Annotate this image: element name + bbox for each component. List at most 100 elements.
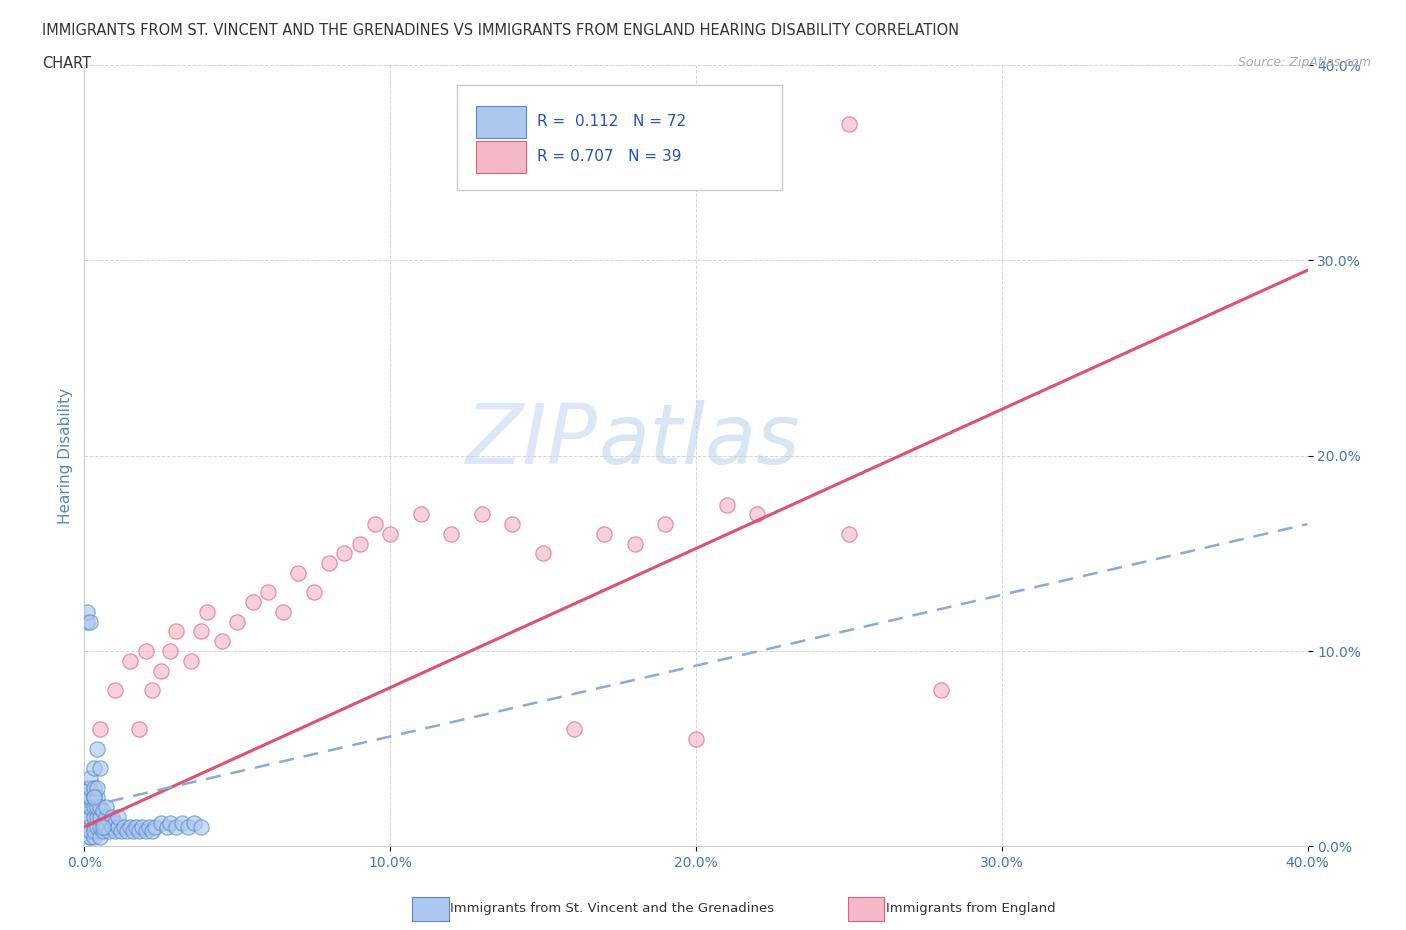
Point — [120, 819, 142, 834]
Point — [94, 809, 117, 825]
Point — [110, 823, 132, 838]
Point — [79, 823, 101, 838]
Text: atlas: atlas — [598, 400, 800, 481]
Point — [141, 823, 163, 838]
Text: Immigrants from St. Vincent and the Grenadines: Immigrants from St. Vincent and the Gren… — [450, 902, 775, 915]
Y-axis label: Hearing Disability: Hearing Disability — [58, 388, 73, 524]
Point — [97, 814, 120, 829]
Point — [242, 595, 264, 610]
Point — [115, 823, 138, 838]
Point — [83, 830, 105, 844]
Point — [409, 507, 432, 522]
Point — [159, 816, 181, 830]
Point — [86, 780, 108, 795]
Text: R =  0.112   N = 72: R = 0.112 N = 72 — [537, 113, 686, 129]
Point — [156, 819, 179, 834]
Point — [190, 624, 212, 639]
Point — [91, 816, 114, 830]
Point — [89, 761, 111, 776]
Point — [79, 770, 101, 785]
Point — [89, 809, 111, 825]
Point — [211, 634, 233, 649]
Point — [143, 819, 166, 834]
Point — [302, 585, 325, 600]
Point — [104, 823, 127, 838]
FancyBboxPatch shape — [475, 106, 526, 138]
Point — [929, 683, 952, 698]
Text: R = 0.707   N = 39: R = 0.707 N = 39 — [537, 149, 682, 164]
Point — [101, 809, 124, 825]
Point — [76, 819, 98, 834]
Point — [89, 830, 111, 844]
Point — [83, 809, 105, 825]
Point — [380, 526, 402, 541]
Point — [654, 517, 676, 532]
Point — [685, 731, 707, 746]
Point — [83, 790, 105, 805]
Point — [562, 722, 585, 737]
Point — [107, 819, 129, 834]
Point — [83, 819, 105, 834]
Point — [349, 537, 371, 551]
Point — [120, 653, 142, 668]
Point — [94, 819, 117, 834]
Point — [89, 800, 111, 815]
Point — [318, 556, 340, 571]
Point — [83, 800, 105, 815]
Point — [112, 819, 135, 834]
FancyBboxPatch shape — [457, 85, 782, 190]
Point — [86, 790, 108, 805]
Point — [79, 615, 101, 630]
Point — [83, 761, 105, 776]
Text: Source: ZipAtlas.com: Source: ZipAtlas.com — [1237, 56, 1371, 69]
Point — [94, 800, 117, 815]
Point — [104, 816, 127, 830]
Point — [101, 819, 124, 834]
Point — [76, 615, 98, 630]
Point — [125, 819, 148, 834]
Point — [91, 819, 114, 834]
Point — [172, 816, 194, 830]
Point — [716, 498, 738, 512]
Point — [149, 816, 172, 830]
Point — [79, 790, 101, 805]
Point — [624, 537, 647, 551]
Point — [86, 819, 108, 834]
Point — [471, 507, 494, 522]
Text: Immigrants from England: Immigrants from England — [886, 902, 1056, 915]
Point — [86, 809, 108, 825]
Point — [104, 683, 127, 698]
Point — [91, 823, 114, 838]
Point — [83, 790, 105, 805]
Point — [86, 741, 108, 756]
Point — [257, 585, 280, 600]
Point — [287, 565, 309, 580]
Point — [76, 800, 98, 815]
Point — [138, 819, 160, 834]
Point — [76, 790, 98, 805]
Point — [159, 644, 181, 658]
Point — [107, 809, 129, 825]
Point — [76, 809, 98, 825]
Point — [79, 780, 101, 795]
Point — [76, 604, 98, 619]
Point — [79, 830, 101, 844]
Point — [183, 816, 205, 830]
Point — [122, 823, 145, 838]
Text: IMMIGRANTS FROM ST. VINCENT AND THE GRENADINES VS IMMIGRANTS FROM ENGLAND HEARIN: IMMIGRANTS FROM ST. VINCENT AND THE GREN… — [42, 23, 959, 38]
Point — [131, 819, 153, 834]
Point — [502, 517, 524, 532]
Point — [190, 819, 212, 834]
Point — [128, 823, 150, 838]
Point — [180, 653, 202, 668]
Point — [747, 507, 769, 522]
Point — [76, 780, 98, 795]
Point — [86, 800, 108, 815]
Point — [83, 780, 105, 795]
Point — [838, 526, 860, 541]
Point — [79, 819, 101, 834]
Point — [141, 683, 163, 698]
Point — [177, 819, 200, 834]
Point — [838, 116, 860, 131]
Point — [135, 644, 157, 658]
